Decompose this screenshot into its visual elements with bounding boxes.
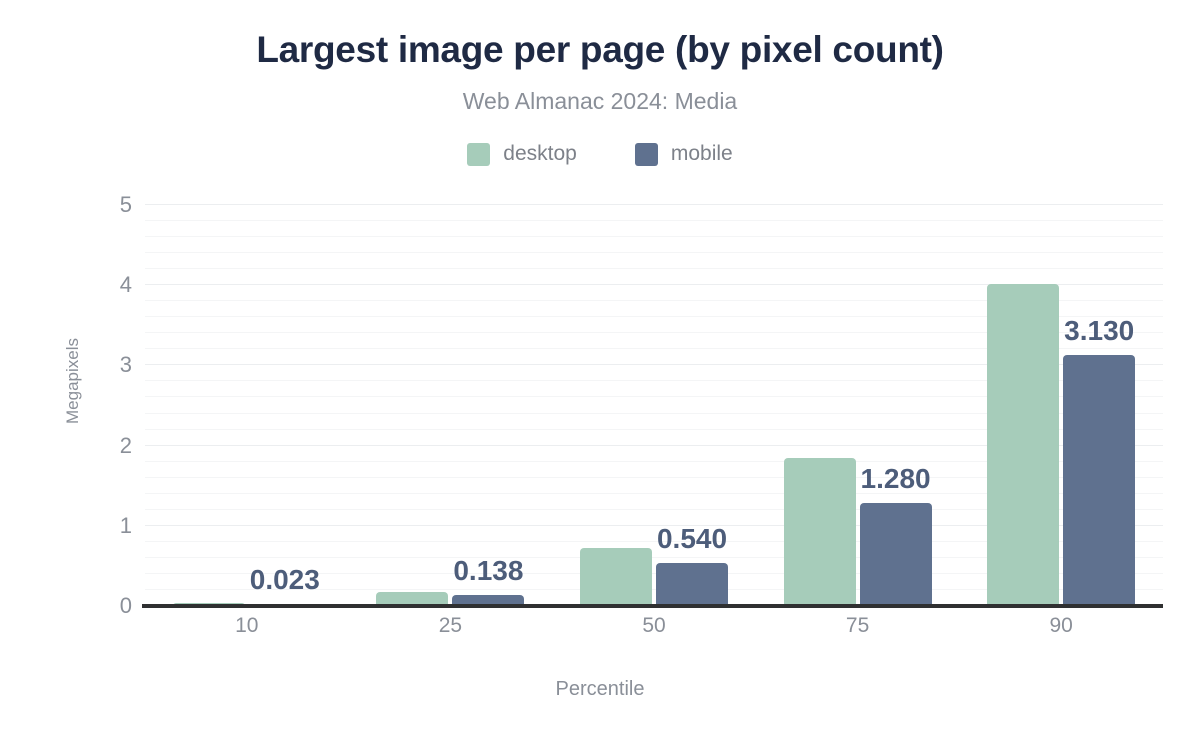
y-tick-label: 5 [119,192,132,217]
chart-subtitle: Web Almanac 2024: Media [462,88,738,114]
legend-label: mobile [670,142,733,165]
x-tick-label: 90 [1049,614,1073,637]
y-tick-label: 3 [119,352,132,378]
legend-swatch-mobile [634,142,658,166]
bar-mobile-90[interactable] [1063,354,1136,606]
bar-mobile-25[interactable] [452,594,525,606]
bar-value-label-25: 0.138 [453,554,524,586]
plot-area: 0.023 0.138 0.540 1.280 3.130 [145,204,1163,606]
bar-mobile-75[interactable] [859,503,932,606]
bar-value-label-50: 0.540 [656,522,728,554]
x-axis-ticks: 10 25 50 75 90 [145,614,1163,648]
bar-desktop-90[interactable] [987,283,1060,606]
y-axis-title: Megapixels [63,338,82,424]
y-tick-label: 1 [119,512,132,538]
chart-title: Largest image per page (by pixel count) [256,29,944,70]
bar-value-label-75: 1.280 [860,463,931,495]
x-tick-label: 25 [438,614,463,637]
x-tick-label: 75 [845,614,870,637]
y-tick-label: 0 [119,593,132,618]
legend-item-mobile[interactable]: mobile [634,142,733,166]
bar-value-label-10: 0.023 [249,564,320,596]
y-tick-label: 2 [119,432,132,458]
y-axis-ticks: 0 1 2 3 4 5 [88,192,132,618]
x-tick-label: 50 [642,614,666,637]
legend-label: desktop [503,142,577,165]
bar-mobile-50[interactable] [656,562,728,606]
x-tick-label: 10 [235,614,259,637]
chart-legend: desktop mobile [0,142,1200,166]
bar-desktop-25[interactable] [376,591,449,606]
bar-value-label-90: 3.130 [1064,314,1135,346]
x-axis-line [142,604,1163,608]
y-tick-label: 4 [119,272,132,298]
legend-swatch-desktop [467,142,491,166]
bar-desktop-50[interactable] [580,548,652,606]
x-axis-title: Percentile [555,678,645,700]
bar-desktop-75[interactable] [783,457,856,606]
bars-layer: 0.023 0.138 0.540 1.280 3.130 [145,205,1163,606]
legend-item-desktop[interactable]: desktop [467,142,577,166]
